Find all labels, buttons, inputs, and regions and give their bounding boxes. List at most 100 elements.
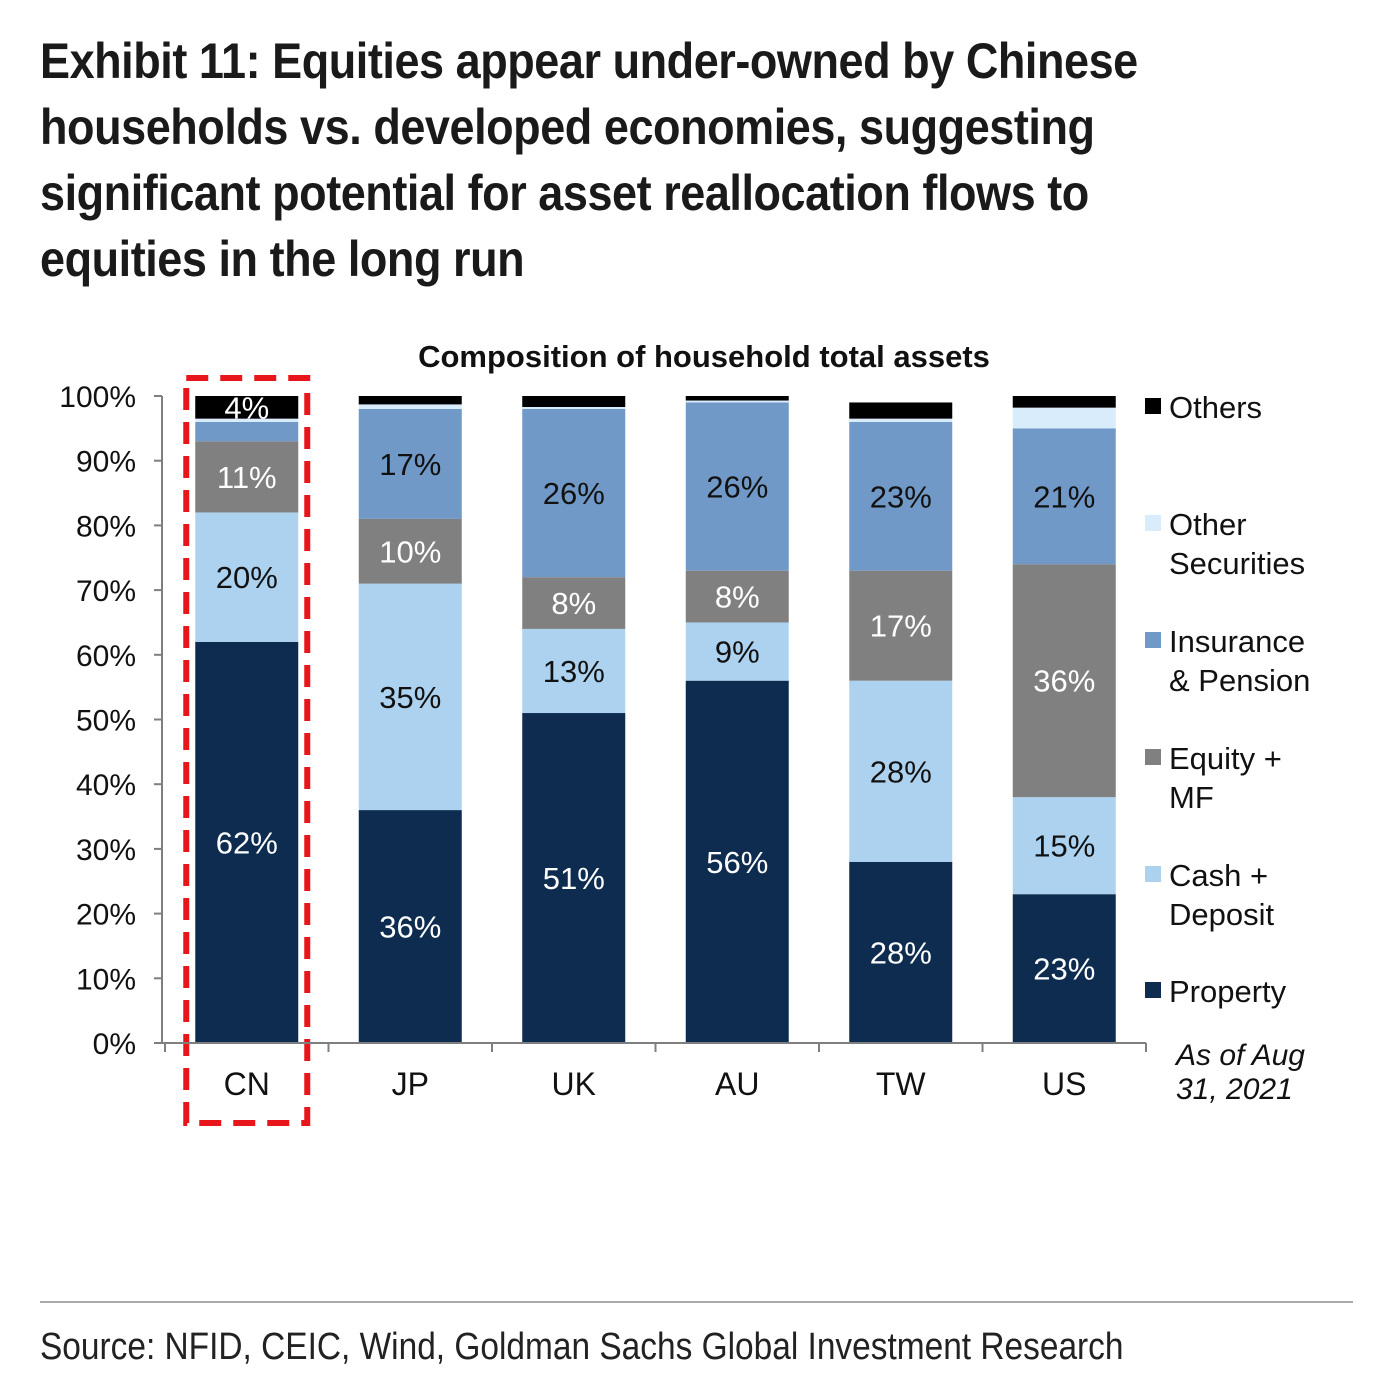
data-label-au-2: 8% bbox=[715, 580, 760, 615]
bar-segment-us-3 bbox=[1012, 428, 1116, 565]
legend-label-insurance-pension: & Pension bbox=[1169, 663, 1310, 698]
bar-segment-tw-2 bbox=[849, 570, 953, 681]
footer-divider bbox=[40, 1301, 1353, 1303]
bar-segment-au-3 bbox=[685, 402, 789, 571]
bar-segment-cn-0 bbox=[195, 641, 299, 1043]
bar-segment-tw-5 bbox=[849, 402, 953, 419]
bar-segment-cn-4 bbox=[195, 418, 299, 422]
x-tick-label-jp: JP bbox=[392, 1066, 429, 1102]
bar-segment-jp-4 bbox=[358, 404, 462, 409]
bar-segment-au-4 bbox=[685, 400, 789, 403]
legend-swatch-equity-mf bbox=[1145, 749, 1161, 765]
data-label-cn-5: 4% bbox=[224, 390, 269, 425]
stacked-bar-chart: Composition of household total assets 62%… bbox=[59, 339, 1310, 1126]
bar-segment-cn-3 bbox=[195, 421, 299, 442]
as-of-date-annotation: 31, 2021 bbox=[1176, 1073, 1293, 1106]
bar-segment-cn-5 bbox=[195, 396, 299, 419]
bar-segment-au-2 bbox=[685, 570, 789, 623]
data-label-jp-3: 17% bbox=[379, 447, 441, 482]
chart-title: Composition of household total assets bbox=[418, 339, 990, 374]
data-label-tw-1: 28% bbox=[870, 754, 932, 789]
y-tick-label: 20% bbox=[76, 899, 136, 932]
data-label-cn-1: 20% bbox=[216, 560, 278, 595]
data-label-us-2: 36% bbox=[1033, 664, 1095, 699]
legend-label-equity-mf: Equity + bbox=[1169, 741, 1282, 776]
bar-segment-us-4 bbox=[1012, 407, 1116, 429]
legend-swatch-other-securities bbox=[1145, 515, 1161, 531]
legend-label-other-securities: Securities bbox=[1169, 546, 1305, 581]
bar-segment-us-0 bbox=[1012, 894, 1116, 1043]
data-label-us-3: 21% bbox=[1033, 479, 1095, 514]
data-label-uk-0: 51% bbox=[543, 861, 605, 896]
bar-segment-tw-0 bbox=[849, 861, 953, 1043]
y-tick-label: 0% bbox=[93, 1028, 136, 1061]
bar-segment-cn-1 bbox=[195, 512, 299, 642]
legend-label-cash-deposit: Cash + bbox=[1169, 858, 1268, 893]
data-label-us-0: 23% bbox=[1033, 952, 1095, 987]
y-tick-label: 60% bbox=[76, 640, 136, 673]
legend-swatch-property bbox=[1145, 982, 1161, 998]
bar-segment-tw-3 bbox=[849, 421, 953, 571]
exhibit-headline: Exhibit 11: Equities appear under-owned … bbox=[40, 33, 1138, 287]
y-tick-label: 80% bbox=[76, 510, 136, 543]
legend-label-cash-deposit: Deposit bbox=[1169, 897, 1274, 932]
legend-swatch-cash-deposit bbox=[1145, 866, 1161, 882]
highlight-box-cn bbox=[183, 375, 311, 1126]
y-tick-label: 50% bbox=[76, 705, 136, 738]
data-label-cn-2: 11% bbox=[217, 460, 277, 495]
bar-segment-jp-3 bbox=[358, 408, 462, 519]
y-tick-label: 90% bbox=[76, 446, 136, 479]
x-tick-label-au: AU bbox=[715, 1066, 759, 1102]
bar-segment-jp-5 bbox=[358, 396, 462, 405]
bar-segment-us-1 bbox=[1012, 797, 1116, 895]
bar-segment-au-0 bbox=[685, 680, 789, 1043]
data-label-au-1: 9% bbox=[715, 635, 760, 670]
bar-segment-jp-2 bbox=[358, 518, 462, 584]
data-label-uk-3: 26% bbox=[543, 476, 605, 511]
legend-label-others: Others bbox=[1169, 390, 1262, 425]
x-tick-label-tw: TW bbox=[876, 1066, 927, 1102]
bar-segment-us-5 bbox=[1012, 396, 1116, 408]
bar-segment-uk-2 bbox=[522, 577, 626, 629]
y-tick-label: 100% bbox=[59, 381, 136, 414]
data-label-jp-0: 36% bbox=[379, 910, 441, 945]
data-label-au-0: 56% bbox=[706, 845, 768, 880]
bar-segment-au-1 bbox=[685, 622, 789, 681]
data-label-tw-2: 17% bbox=[870, 609, 932, 644]
as-of-date-annotation: As of Aug bbox=[1174, 1039, 1305, 1072]
x-tick-label-uk: UK bbox=[552, 1066, 596, 1102]
bar-segment-tw-1 bbox=[849, 680, 953, 862]
bar-segment-jp-0 bbox=[358, 810, 462, 1043]
data-label-tw-0: 28% bbox=[870, 935, 932, 970]
legend-label-other-securities: Other bbox=[1169, 507, 1247, 542]
data-label-au-3: 26% bbox=[706, 470, 768, 505]
bar-segment-us-2 bbox=[1012, 564, 1116, 798]
bar-segment-uk-1 bbox=[522, 628, 626, 714]
bar-segment-uk-5 bbox=[522, 396, 626, 407]
bar-segment-uk-3 bbox=[522, 408, 626, 578]
y-tick-label: 40% bbox=[76, 769, 136, 802]
bar-segment-uk-4 bbox=[522, 406, 626, 409]
legend-label-equity-mf: MF bbox=[1169, 780, 1214, 815]
source-note: Source: NFID, CEIC, Wind, Goldman Sachs … bbox=[40, 1326, 1124, 1368]
bar-segment-cn-2 bbox=[195, 441, 299, 513]
data-label-us-1: 15% bbox=[1033, 829, 1095, 864]
legend-label-property: Property bbox=[1169, 974, 1287, 1009]
legend-label-insurance-pension: Insurance bbox=[1169, 624, 1305, 659]
data-label-uk-2: 8% bbox=[551, 586, 596, 621]
legend-swatch-others bbox=[1145, 398, 1161, 414]
x-tick-label-cn: CN bbox=[224, 1066, 270, 1102]
data-label-uk-1: 13% bbox=[543, 654, 605, 689]
bar-segment-uk-0 bbox=[522, 713, 626, 1043]
bar-segment-jp-1 bbox=[358, 583, 462, 811]
x-tick-label-us: US bbox=[1042, 1066, 1086, 1102]
y-tick-label: 10% bbox=[76, 963, 136, 996]
y-tick-label: 30% bbox=[76, 834, 136, 867]
bar-segment-au-5 bbox=[685, 396, 789, 401]
legend-swatch-insurance-pension bbox=[1145, 632, 1161, 648]
data-label-jp-2: 10% bbox=[379, 534, 441, 569]
data-label-jp-1: 35% bbox=[379, 680, 441, 715]
data-label-cn-0: 62% bbox=[216, 825, 278, 860]
y-tick-label: 70% bbox=[76, 575, 136, 608]
bar-segment-tw-4 bbox=[849, 418, 953, 422]
